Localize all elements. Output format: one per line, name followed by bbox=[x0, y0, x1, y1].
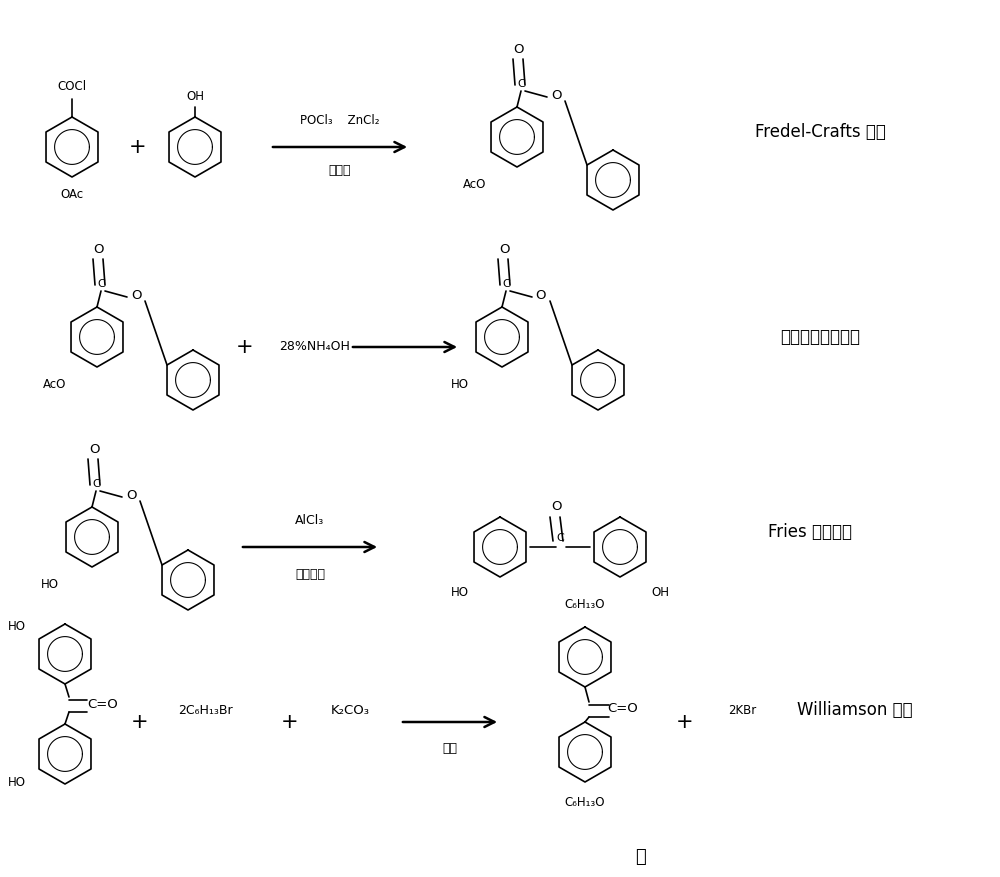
Text: O: O bbox=[94, 243, 104, 255]
Text: C: C bbox=[556, 533, 564, 543]
Text: HO: HO bbox=[8, 775, 26, 788]
Text: O: O bbox=[89, 443, 99, 455]
Text: C₆H₁₃O: C₆H₁₃O bbox=[565, 795, 605, 809]
Text: +: + bbox=[129, 137, 147, 157]
Text: OH: OH bbox=[186, 90, 204, 103]
Text: Fries 重排反应: Fries 重排反应 bbox=[768, 523, 852, 541]
Text: 28%NH₄OH: 28%NH₄OH bbox=[280, 340, 350, 353]
Text: Fredel-Crafts 反应: Fredel-Crafts 反应 bbox=[755, 123, 885, 141]
Text: 二氯苯: 二氯苯 bbox=[329, 165, 351, 177]
Text: COCl: COCl bbox=[57, 81, 87, 94]
Text: AcO: AcO bbox=[43, 379, 67, 391]
Text: 二硫化碳: 二硫化碳 bbox=[295, 568, 325, 581]
Text: +: + bbox=[131, 712, 149, 732]
Text: 。: 。 bbox=[635, 848, 645, 866]
Text: O: O bbox=[126, 488, 136, 502]
Text: C: C bbox=[97, 279, 105, 289]
Text: +: + bbox=[676, 712, 694, 732]
Text: O: O bbox=[551, 89, 561, 102]
Text: O: O bbox=[536, 289, 546, 302]
Text: 丙酮: 丙酮 bbox=[442, 741, 458, 754]
Text: O: O bbox=[131, 289, 141, 302]
Text: +: + bbox=[236, 337, 254, 357]
Text: O: O bbox=[499, 243, 509, 255]
Text: K₂CO₃: K₂CO₃ bbox=[330, 703, 370, 717]
Text: C=O: C=O bbox=[607, 702, 638, 716]
Text: HO: HO bbox=[451, 586, 469, 598]
Text: O: O bbox=[551, 501, 561, 514]
Text: 脱乙酰保护基反应: 脱乙酰保护基反应 bbox=[780, 328, 860, 346]
Text: 2C₆H₁₃Br: 2C₆H₁₃Br bbox=[178, 703, 232, 717]
Text: HO: HO bbox=[8, 619, 26, 632]
Text: HO: HO bbox=[451, 379, 469, 391]
Text: AlCl₃: AlCl₃ bbox=[295, 515, 325, 527]
Text: C₆H₁₃O: C₆H₁₃O bbox=[565, 598, 605, 611]
Text: C: C bbox=[502, 279, 510, 289]
Text: AcO: AcO bbox=[463, 179, 487, 191]
Text: Williamson 反应: Williamson 反应 bbox=[797, 701, 913, 719]
Text: OH: OH bbox=[651, 586, 669, 598]
Text: +: + bbox=[281, 712, 299, 732]
Text: C: C bbox=[517, 79, 525, 89]
Text: HO: HO bbox=[41, 579, 59, 591]
Text: C: C bbox=[92, 479, 100, 489]
Text: 2KBr: 2KBr bbox=[728, 703, 756, 717]
Text: OAc: OAc bbox=[60, 189, 84, 202]
Text: C=O: C=O bbox=[87, 697, 118, 710]
Text: O: O bbox=[514, 42, 524, 55]
Text: POCl₃    ZnCl₂: POCl₃ ZnCl₂ bbox=[300, 115, 380, 127]
